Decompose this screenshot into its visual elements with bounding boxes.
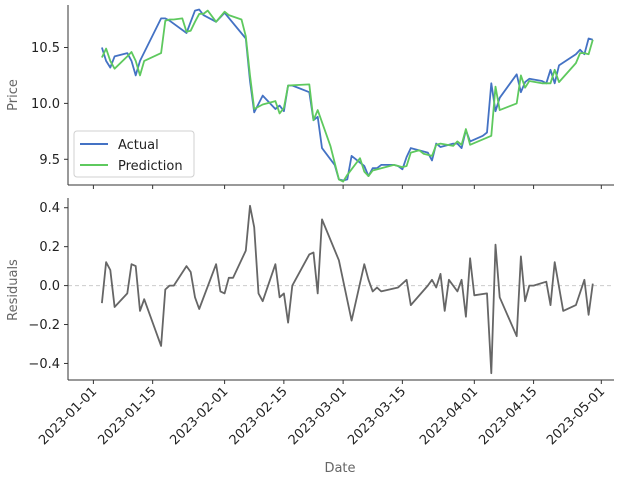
y-tick-label: 9.5 [39, 153, 60, 168]
date-axis-title: Date [324, 461, 355, 476]
x-tick-label: 2023-01-15 [95, 384, 159, 448]
x-tick-label: 2023-05-01 [544, 384, 608, 448]
x-tick-label: 2023-02-01 [167, 384, 231, 448]
y-tick-label: 10.5 [31, 41, 60, 56]
series-line-residuals [101, 204, 594, 375]
series-line-actual [101, 8, 594, 182]
legend: Actual Prediction [73, 130, 195, 178]
y-tick-label: 0.4 [39, 201, 60, 216]
price-axis-title: Price [6, 79, 21, 111]
y-tick-label: 0.0 [39, 279, 60, 294]
x-tick-label: 2023-02-15 [227, 384, 291, 448]
y-tick-label: 0.2 [39, 240, 60, 255]
y-tick-label: −0.4 [28, 357, 60, 372]
x-tick-label: 2023-03-15 [345, 384, 409, 448]
residuals-axis-title: Residuals [6, 259, 21, 321]
x-tick-label: 2023-04-01 [417, 384, 481, 448]
series-line-prediction [101, 9, 594, 183]
legend-label: Prediction [118, 159, 183, 174]
y-tick-label: 10.0 [31, 97, 60, 112]
x-tick-label: 2023-03-01 [286, 384, 350, 448]
legend-label: Actual [118, 138, 159, 153]
x-tick-label: 2023-04-15 [476, 384, 540, 448]
price-panel: 9.5 10.0 10.5 [31, 5, 614, 189]
y-tick-label: −0.2 [28, 318, 60, 333]
x-tick-label: 2023-01-01 [36, 384, 100, 448]
